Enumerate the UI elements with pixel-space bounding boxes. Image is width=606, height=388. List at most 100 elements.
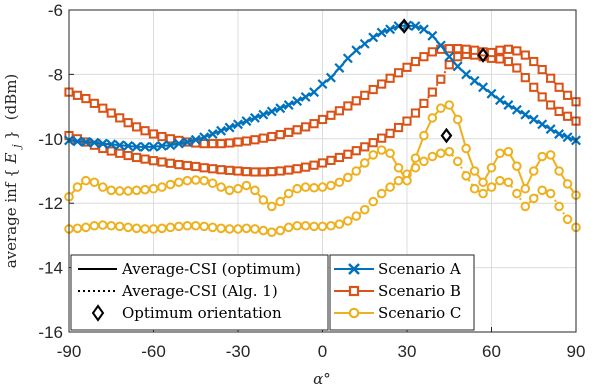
data-point bbox=[537, 151, 548, 162]
data-point bbox=[275, 130, 285, 140]
data-point bbox=[486, 47, 497, 58]
data-point bbox=[114, 186, 125, 196]
data-point bbox=[148, 224, 159, 234]
data-point bbox=[512, 188, 522, 199]
data-point bbox=[72, 182, 83, 192]
data-point bbox=[554, 128, 565, 139]
data-point bbox=[267, 227, 277, 237]
data-point bbox=[258, 167, 268, 177]
x-tick-label: -90 bbox=[57, 342, 82, 361]
data-point bbox=[275, 225, 286, 236]
data-point bbox=[258, 109, 269, 120]
data-point bbox=[267, 201, 277, 212]
data-point bbox=[114, 221, 125, 232]
data-point bbox=[469, 183, 480, 194]
data-point bbox=[435, 40, 446, 51]
legend-style: Average-CSI (optimum) Average-CSI (Alg. … bbox=[70, 254, 329, 331]
data-point bbox=[258, 133, 268, 143]
data-point bbox=[224, 122, 235, 133]
legend-style-label-alg1: Average-CSI (Alg. 1) bbox=[121, 282, 278, 300]
data-point bbox=[377, 79, 387, 89]
data-point bbox=[81, 93, 91, 104]
data-point bbox=[393, 122, 404, 133]
y-axis-label-sub: j bbox=[10, 144, 23, 151]
data-point bbox=[419, 52, 429, 62]
data-point bbox=[495, 54, 505, 64]
data-point bbox=[123, 186, 133, 196]
data-point bbox=[165, 222, 176, 233]
data-point bbox=[250, 135, 260, 145]
data-point bbox=[402, 62, 412, 72]
data-point bbox=[334, 152, 344, 163]
data-point bbox=[106, 220, 117, 231]
data-point bbox=[292, 125, 302, 135]
data-point bbox=[359, 38, 370, 49]
data-point bbox=[115, 148, 125, 158]
data-point bbox=[461, 69, 472, 80]
data-point bbox=[292, 220, 302, 231]
data-point bbox=[80, 137, 91, 147]
data-point bbox=[309, 87, 320, 98]
data-point bbox=[208, 164, 218, 174]
data-point bbox=[72, 223, 83, 234]
data-point bbox=[453, 52, 463, 62]
data-point bbox=[81, 175, 91, 186]
data-point bbox=[190, 175, 201, 185]
data-point bbox=[562, 90, 573, 100]
data-point bbox=[207, 222, 218, 233]
data-point bbox=[529, 82, 539, 92]
legend-style-label-optimum: Average-CSI (optimum) bbox=[121, 260, 301, 278]
data-point bbox=[182, 175, 193, 186]
data-point bbox=[300, 182, 311, 192]
data-point bbox=[89, 137, 100, 148]
data-point bbox=[528, 193, 539, 204]
data-point bbox=[562, 214, 573, 225]
data-point bbox=[360, 90, 370, 100]
data-point bbox=[292, 183, 302, 194]
data-point bbox=[436, 148, 446, 159]
legend-scenario-c-label: Scenario C bbox=[378, 304, 461, 322]
data-point bbox=[190, 220, 201, 231]
y-tick-label: -16 bbox=[38, 323, 63, 342]
data-point bbox=[233, 119, 243, 130]
data-point bbox=[326, 110, 336, 120]
data-point bbox=[174, 177, 184, 188]
data-point bbox=[123, 118, 133, 128]
data-point bbox=[419, 130, 429, 141]
y-axis-label-prefix: average inf bbox=[2, 181, 20, 268]
data-point bbox=[427, 151, 438, 162]
y-axis-label-unit: (dBm) bbox=[2, 74, 20, 121]
series-b-alg1 bbox=[64, 49, 581, 177]
data-point bbox=[174, 221, 184, 232]
data-point bbox=[182, 137, 193, 147]
data-point bbox=[427, 113, 438, 123]
y-axis-label-close: } bbox=[2, 130, 20, 140]
data-point bbox=[376, 145, 387, 155]
data-point bbox=[140, 184, 150, 195]
x-tick-label: 60 bbox=[482, 342, 501, 361]
data-point bbox=[148, 129, 159, 139]
svg-text:average inf { E: average inf { E j } (dBm) bbox=[2, 74, 24, 269]
data-point bbox=[106, 108, 116, 118]
data-point bbox=[359, 158, 370, 168]
data-point bbox=[89, 177, 100, 188]
data-point bbox=[224, 224, 235, 234]
data-point bbox=[216, 139, 226, 149]
series-c-alg1 bbox=[64, 146, 581, 237]
data-point bbox=[300, 220, 311, 231]
data-point bbox=[562, 132, 573, 143]
data-point bbox=[537, 119, 548, 130]
data-point bbox=[486, 88, 497, 99]
data-point bbox=[503, 146, 514, 157]
data-point bbox=[157, 182, 167, 192]
data-point bbox=[301, 122, 311, 132]
data-point bbox=[165, 134, 176, 144]
data-point bbox=[140, 141, 151, 152]
data-point bbox=[461, 143, 471, 154]
data-point bbox=[97, 138, 108, 149]
series-group bbox=[64, 20, 581, 237]
data-point bbox=[182, 220, 193, 231]
data-point bbox=[444, 51, 455, 62]
data-point bbox=[309, 160, 319, 170]
